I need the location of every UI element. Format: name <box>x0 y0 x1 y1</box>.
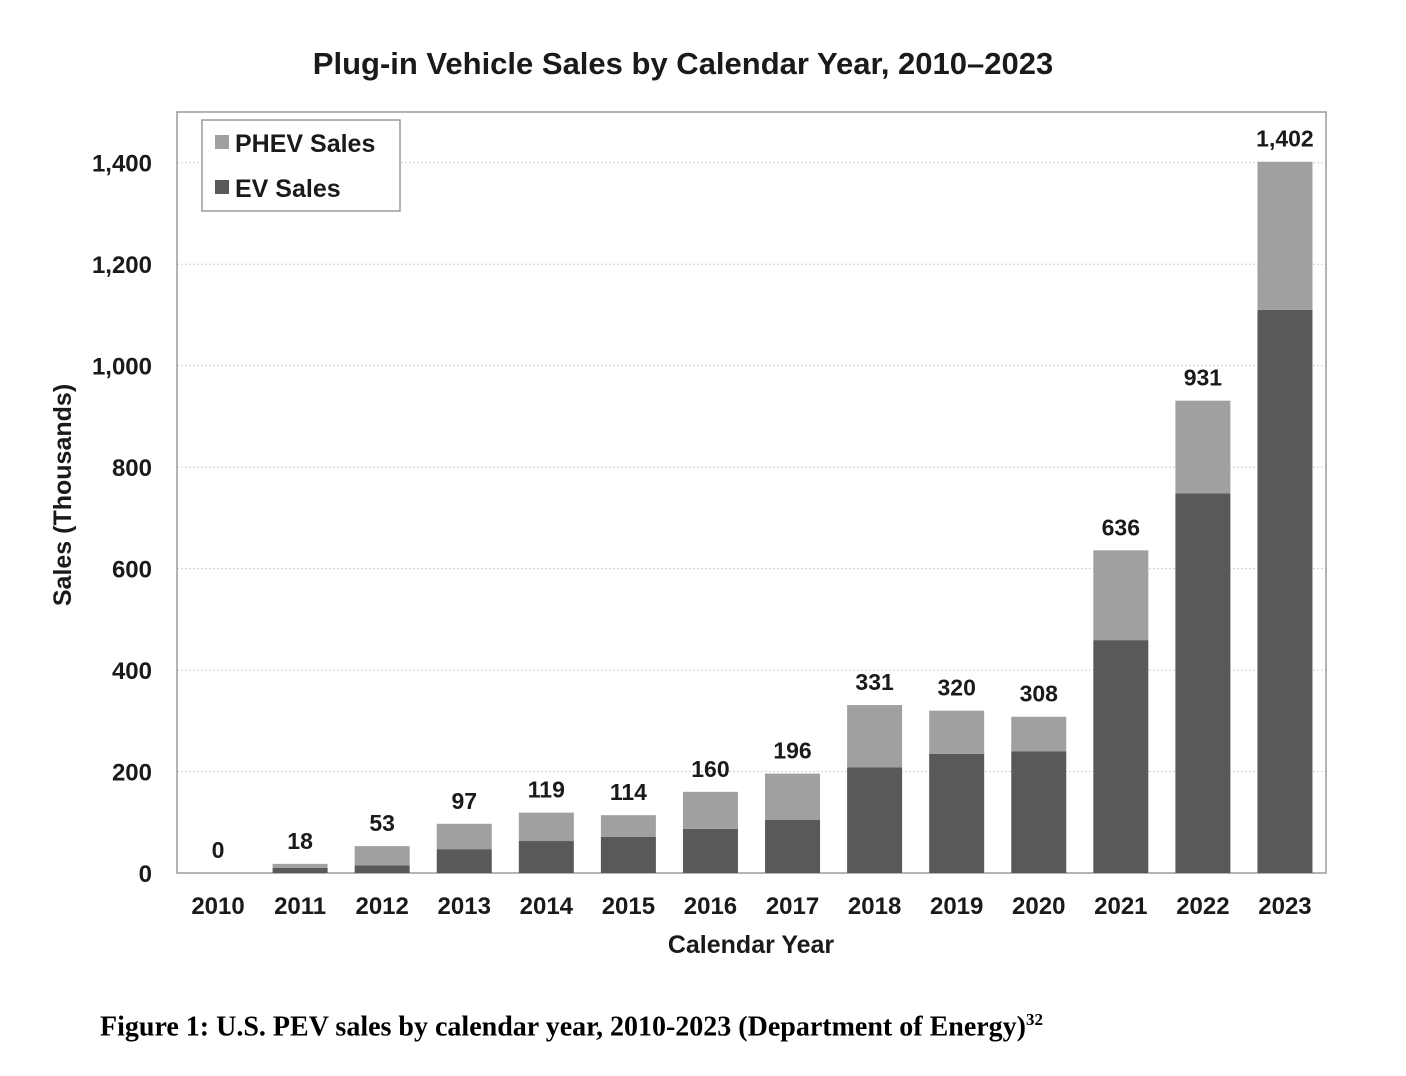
bar-ev-2018 <box>847 767 903 873</box>
bar-phev-2022 <box>1175 400 1231 494</box>
x-axis-ticks: 2010 2011 2012 2013 2014 2015 2016 2017 2018 2019… <box>191 893 1311 920</box>
data-label-2012: 53 <box>369 810 395 836</box>
data-label-2018: 331 <box>855 669 894 695</box>
bar-ev-2019 <box>929 753 985 873</box>
x-tick-label-2015: 2015 <box>602 893 655 920</box>
y-tick-label: 800 <box>112 455 152 482</box>
legend: PHEV Sales EV Sales <box>201 119 401 212</box>
plot-area-frame <box>176 111 1327 874</box>
x-tick-label-2011: 2011 <box>274 893 326 920</box>
bar-phev-2019 <box>929 710 985 754</box>
data-label-2023: 1,402 <box>1256 126 1314 152</box>
bar-ev-2020 <box>1011 751 1067 873</box>
bar-ev-2013 <box>436 849 492 873</box>
data-labels: 0 18 53 97 119 114 160 196 331 320 308 636 931 1,402 <box>212 126 1314 863</box>
data-label-2022: 931 <box>1184 365 1223 391</box>
bar-phev-2015 <box>600 815 656 837</box>
pev-sales-chart: Plug-in Vehicle Sales by Calendar Year, … <box>49 46 1327 959</box>
y-axis-label: Sales (Thousands) <box>49 384 77 606</box>
x-tick-label-2013: 2013 <box>438 893 491 920</box>
gridlines <box>177 162 1326 773</box>
bar-phev-2011 <box>272 863 328 868</box>
x-tick-label-2022: 2022 <box>1176 893 1229 920</box>
bar-ev-2014 <box>518 841 574 873</box>
data-label-2019: 320 <box>937 675 975 701</box>
bar-ev-2011 <box>272 867 328 873</box>
x-tick-label-2023: 2023 <box>1258 893 1311 920</box>
x-tick-label-2012: 2012 <box>355 893 408 920</box>
bar-phev-2021 <box>1093 550 1149 641</box>
legend-swatch-ev <box>215 180 229 194</box>
data-label-2015: 114 <box>610 779 647 805</box>
bar-ev-2021 <box>1093 640 1149 873</box>
data-label-2014: 119 <box>528 777 565 803</box>
data-label-2016: 160 <box>691 756 729 782</box>
bar-ev-2023 <box>1257 309 1313 873</box>
bars <box>272 161 1313 873</box>
legend-swatch-phev <box>215 135 229 149</box>
y-tick-label: 1,000 <box>92 354 152 381</box>
bar-ev-2015 <box>600 836 656 873</box>
x-tick-label-2021: 2021 <box>1094 893 1147 920</box>
x-tick-label-2020: 2020 <box>1012 893 1065 920</box>
data-label-2021: 636 <box>1102 514 1140 540</box>
x-axis-label: Calendar Year <box>668 931 835 959</box>
bar-phev-2016 <box>682 791 738 829</box>
x-tick-label-2019: 2019 <box>930 893 983 920</box>
bar-phev-2017 <box>765 773 821 820</box>
bar-ev-2016 <box>682 828 738 873</box>
x-tick-label-2018: 2018 <box>848 893 901 920</box>
y-tick-label: 400 <box>112 658 152 685</box>
x-tick-label-2014: 2014 <box>520 893 574 920</box>
bar-phev-2018 <box>847 705 903 768</box>
bar-phev-2013 <box>436 823 492 850</box>
bar-ev-2012 <box>354 865 410 873</box>
legend-box <box>201 119 401 212</box>
y-tick-label: 1,200 <box>92 252 152 279</box>
bar-phev-2014 <box>518 812 574 842</box>
caption-text: Figure 1: U.S. PEV sales by calendar yea… <box>100 1011 1026 1043</box>
data-label-2011: 18 <box>287 828 313 854</box>
bar-ev-2022 <box>1175 493 1231 873</box>
y-tick-label: 200 <box>112 760 152 787</box>
data-label-2013: 97 <box>451 788 477 814</box>
x-tick-label-2017: 2017 <box>766 893 819 920</box>
chart-title: Plug-in Vehicle Sales by Calendar Year, … <box>313 46 1053 81</box>
x-tick-label-2010: 2010 <box>191 893 244 920</box>
data-label-2010: 0 <box>212 837 225 863</box>
data-label-2020: 308 <box>1020 681 1059 707</box>
data-label-2017: 196 <box>773 738 811 764</box>
bar-phev-2023 <box>1257 161 1313 310</box>
y-tick-label: 1,400 <box>92 151 152 178</box>
y-axis-ticks: 0 200 400 600 800 1,000 1,200 1,400 <box>92 151 152 888</box>
x-tick-label-2016: 2016 <box>684 893 737 920</box>
figure-caption: Figure 1: U.S. PEV sales by calendar yea… <box>100 1010 1043 1043</box>
y-tick-label: 0 <box>139 861 152 888</box>
bar-phev-2012 <box>354 846 410 866</box>
legend-label-ev: EV Sales <box>235 175 341 203</box>
legend-label-phev: PHEV Sales <box>235 130 375 158</box>
y-tick-label: 600 <box>112 557 152 584</box>
caption-footnote: 32 <box>1026 1010 1043 1029</box>
bar-phev-2020 <box>1011 716 1067 752</box>
bar-ev-2017 <box>765 819 821 873</box>
